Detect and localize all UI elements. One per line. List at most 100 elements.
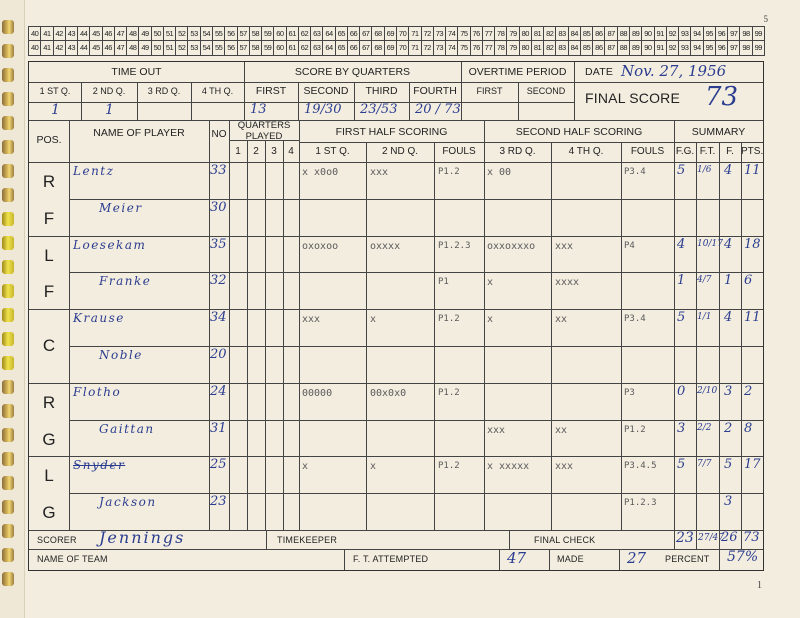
player-number: 34: [210, 310, 227, 326]
tally-number-cell: 88: [618, 41, 631, 55]
tally-number-cell: 90: [642, 27, 655, 41]
tally-number-cell: 82: [544, 41, 557, 55]
position-label-rg: R: [42, 392, 56, 412]
first-half-fouls: P1.2: [438, 314, 460, 325]
binding-ring: [2, 116, 14, 130]
score-tally-strip-1: 40 41 42 43 44 45 46 47 48 49 50 51 52 53 54 55 56 57 58 59…: [28, 26, 765, 41]
first-half-fouls: P1.2: [438, 461, 460, 472]
fouls-total: 3: [724, 383, 733, 399]
player-number: 23: [210, 494, 227, 510]
tally-number-cell: 98: [740, 41, 753, 55]
binding-ring: [2, 164, 14, 178]
made-label: MADE: [557, 554, 584, 564]
first-half-heading: FIRST HALF SCORING: [335, 126, 448, 138]
overtime-first-label: FIRST: [476, 86, 503, 96]
player-number: 25: [210, 457, 227, 473]
tally-number-cell: 63: [311, 41, 324, 55]
tally-number-cell: 93: [679, 41, 692, 55]
points: 6: [744, 273, 753, 289]
column-label: 1: [235, 146, 241, 157]
tally-number-cell: 61: [287, 27, 299, 41]
tally-number-cell: 62: [299, 27, 312, 41]
summary-heading: SUMMARY: [691, 126, 746, 138]
tally-number-cell: 96: [716, 41, 729, 55]
tally-number-cell: 50: [152, 41, 164, 55]
player-name: Noble: [99, 348, 143, 362]
q4-scoring: xx: [555, 424, 568, 436]
column-label: PTS.: [741, 146, 764, 157]
q2-scoring: x: [370, 461, 377, 473]
points: 2: [744, 383, 753, 399]
tally-number-cell: 93: [679, 27, 692, 41]
tally-number-cell: 41: [41, 41, 54, 55]
tally-number-cell: 52: [176, 41, 189, 55]
fouls-total: 4: [724, 236, 733, 252]
ft-attempted-value: 47: [507, 549, 527, 567]
tally-number-cell: 72: [422, 41, 434, 55]
tally-number-cell: 64: [323, 41, 336, 55]
q1-scoring: x x0o0: [302, 167, 339, 178]
tally-number-cell: 46: [103, 27, 115, 41]
q3-scoring: x: [487, 277, 494, 289]
tally-number-cell: 44: [78, 41, 91, 55]
tally-number-cell: 97: [728, 41, 741, 55]
column-label: 2 ND Q.: [381, 146, 419, 157]
tally-number-cell: 79: [507, 27, 520, 41]
final-check-value: 26: [721, 530, 738, 545]
tally-number-cell: 76: [471, 41, 483, 55]
tally-number-cell: 86: [593, 41, 606, 55]
tally-number-cell: 81: [532, 27, 545, 41]
tally-number-cell: 55: [213, 41, 226, 55]
first-half-fouls: P1: [438, 277, 449, 288]
binding-ring: [2, 68, 14, 82]
tally-number-cell: 83: [556, 41, 569, 55]
tally-number-cell: 87: [605, 41, 618, 55]
position-label-rf: F: [43, 208, 55, 228]
name-of-team-label: NAME OF TEAM: [37, 554, 108, 564]
tally-number-cell: 84: [569, 41, 581, 55]
position-label-lf: L: [44, 245, 54, 265]
tally-number-cell: 94: [691, 27, 704, 41]
binding-ring: [2, 356, 14, 370]
binding-ring: [2, 380, 14, 394]
tally-number-cell: 43: [66, 41, 79, 55]
player-name: Lentz: [73, 164, 115, 178]
pos-heading: POS.: [36, 134, 62, 146]
overtime-second-label: SECOND: [526, 86, 566, 96]
tally-number-cell: 57: [238, 41, 250, 55]
free-throws: 2/10: [697, 385, 718, 396]
position-label-rf: R: [42, 172, 56, 191]
second-half-fouls: P1.2: [624, 424, 646, 435]
q2-scoring: xxx: [370, 167, 389, 178]
tally-number-cell: 97: [728, 27, 741, 41]
tally-number-cell: 66: [348, 27, 361, 41]
first-half-fouls: P1.2: [438, 167, 460, 177]
tally-number-cell: 73: [434, 27, 447, 41]
tally-number-cell: 54: [201, 41, 213, 55]
player-name: Flotho: [73, 384, 122, 399]
tally-number-cell: 59: [262, 27, 275, 41]
tally-number-cell: 53: [188, 27, 201, 41]
date-value: Nov. 27, 1956: [621, 62, 727, 80]
tally-number-cell: 78: [495, 41, 508, 55]
tally-number-cell: 40: [29, 27, 42, 41]
tally-number-cell: 86: [593, 27, 606, 41]
field-goals: 0: [677, 383, 686, 399]
player-name: Jackson: [99, 495, 157, 510]
number-heading: NO: [211, 129, 227, 140]
second-half-fouls: P3.4.5: [624, 461, 657, 472]
column-label: FOULS: [630, 146, 665, 157]
free-throws: 1/6: [697, 165, 712, 175]
tally-number-cell: 74: [446, 27, 459, 41]
tally-number-cell: 64: [323, 27, 336, 41]
tally-number-cell: 89: [630, 41, 643, 55]
position-label-c: C: [42, 336, 56, 355]
tally-number-cell: 77: [483, 27, 496, 41]
tally-number-cell: 77: [483, 41, 496, 55]
tally-number-cell: 60: [274, 27, 287, 41]
q3-scoring: x: [487, 314, 494, 326]
position-label-lg: G: [42, 503, 56, 523]
tally-number-cell: 75: [458, 27, 471, 41]
points: 18: [744, 236, 761, 252]
position-label-lf: F: [43, 282, 55, 302]
